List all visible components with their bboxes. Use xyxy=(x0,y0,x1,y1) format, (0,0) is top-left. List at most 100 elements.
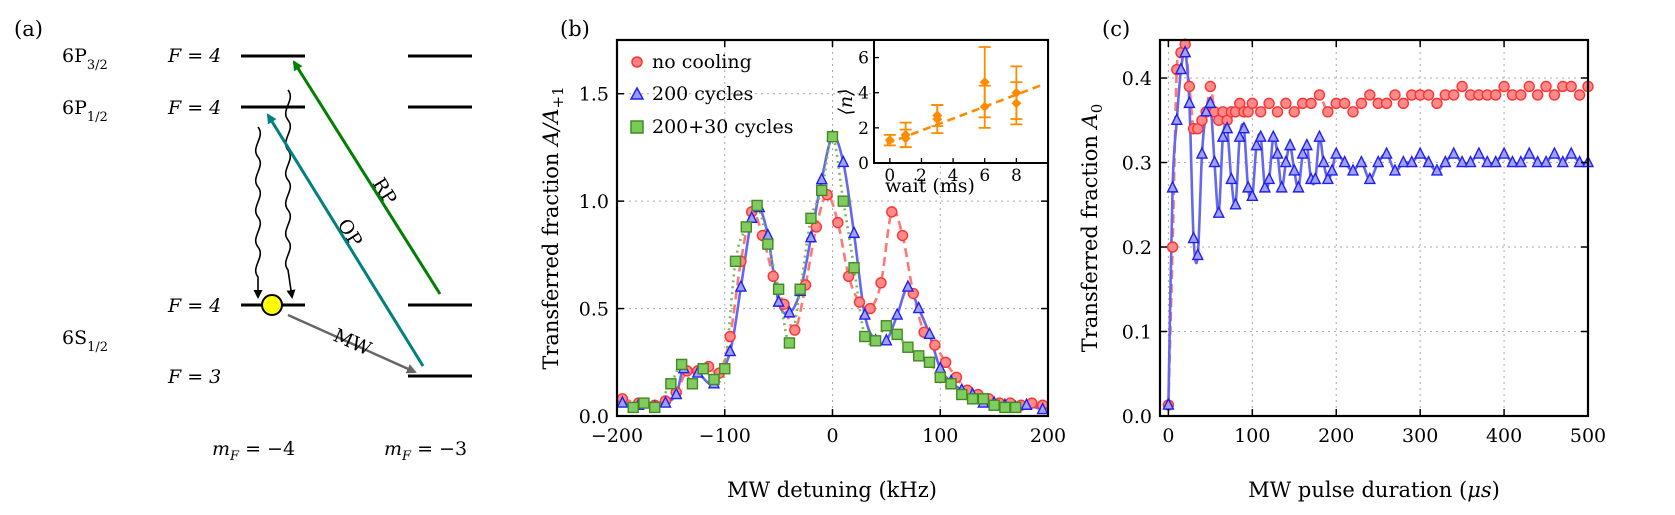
energy-levels xyxy=(241,54,472,378)
data-point-triangle xyxy=(1225,171,1238,185)
data-point-circle xyxy=(1280,97,1292,110)
data-point-triangle xyxy=(724,343,737,357)
data-point-circle xyxy=(1355,97,1368,110)
data-point-square xyxy=(977,393,990,405)
y-tick-label: 0.3 xyxy=(1122,153,1152,175)
data-point-triangle xyxy=(1204,95,1217,109)
data-point-square xyxy=(999,401,1011,414)
data-point-triangle xyxy=(1183,95,1196,109)
data-point-triangle xyxy=(1405,154,1418,168)
data-point-triangle xyxy=(1212,205,1225,218)
inset-background xyxy=(874,40,1048,163)
data-point-triangle xyxy=(1317,154,1330,168)
level-f-6s-upper: F = 4 xyxy=(167,295,221,317)
level-diagram: (a) 6P3/2 F = 4 6P1/2 F = 4 F = 4 6S1/2 … xyxy=(14,17,472,464)
inset-x-tick-label: 6 xyxy=(979,166,990,186)
data-point-circle xyxy=(1364,89,1376,101)
data-point-square xyxy=(880,320,893,332)
data-point-circle xyxy=(1498,80,1510,93)
c-ylabel: Transferred fraction A0 xyxy=(1078,104,1106,353)
data-point-circle xyxy=(1523,80,1535,93)
inset-x-tick-label: 0 xyxy=(884,166,895,186)
data-point-triangle xyxy=(1254,129,1267,142)
data-point-triangle xyxy=(772,294,785,307)
rp-label: RP xyxy=(368,174,401,209)
data-point-triangle xyxy=(1208,154,1221,168)
data-point-triangle xyxy=(1325,163,1339,176)
data-point-triangle xyxy=(1523,146,1536,159)
b-legend: no cooling 200 cycles 200+30 cycles xyxy=(629,51,794,138)
inset-xlabel: wait (ms) xyxy=(885,175,975,197)
data-point-triangle xyxy=(1430,163,1444,176)
x-tick-label: 100 xyxy=(922,425,958,447)
data-point-circle xyxy=(1347,106,1359,118)
b-xlabel: MW detuning (kHz) xyxy=(727,478,937,502)
data-point-circle xyxy=(1540,80,1552,93)
data-point-square xyxy=(934,371,946,384)
data-point-triangle xyxy=(1283,138,1297,151)
legend-marker-no-cooling xyxy=(631,56,643,68)
data-point-triangle xyxy=(891,307,904,320)
data-point-triangle xyxy=(616,395,629,408)
data-point-triangle xyxy=(912,301,925,314)
data-point-triangle xyxy=(1237,121,1251,134)
panel-label-b: (b) xyxy=(560,17,590,41)
inset-point xyxy=(979,77,990,88)
x-tick-label: −200 xyxy=(591,425,643,447)
level-f-6s-lower: F = 3 xyxy=(167,366,221,388)
data-point-square xyxy=(1009,401,1022,414)
data-point-triangle xyxy=(1200,104,1213,117)
level-f-6p32: F = 4 xyxy=(167,45,221,67)
legend-marker-200-cycles xyxy=(629,86,645,100)
data-point-square xyxy=(988,399,1000,411)
data-point-square xyxy=(826,130,839,143)
data-point-triangle xyxy=(1262,171,1276,185)
data-point-square xyxy=(783,337,796,349)
data-point-circle xyxy=(1531,89,1544,101)
data-point-square xyxy=(686,378,699,390)
data-point-circle xyxy=(896,229,909,242)
data-point-triangle xyxy=(1397,154,1410,168)
inset-x-tick-label: 2 xyxy=(916,166,927,186)
op-arrow xyxy=(266,113,425,367)
data-point-triangle xyxy=(923,326,936,340)
y-tick-label: 0.0 xyxy=(579,406,609,428)
inset-x-tick-label: 8 xyxy=(1011,166,1022,186)
data-point-triangle xyxy=(1020,397,1033,410)
data-point-triangle xyxy=(1174,62,1188,75)
data-point-square xyxy=(816,184,828,197)
y-tick-label: 1.0 xyxy=(579,191,609,213)
data-point-circle xyxy=(1456,80,1468,93)
c-xlabel: MW pulse duration (μs) xyxy=(1248,478,1500,502)
data-point-triangle xyxy=(1447,146,1460,159)
data-point-circle xyxy=(1183,80,1196,93)
data-point-square xyxy=(719,363,731,375)
mw-label: MW xyxy=(330,324,375,360)
rp-arrow xyxy=(292,60,442,295)
data-point-circle xyxy=(1515,89,1527,101)
c-ticks: 0 100 200 300 400 500 0.0 0.1 0.2 0.3 0.4 xyxy=(1122,40,1606,447)
c-series xyxy=(1162,38,1595,411)
data-point-circle xyxy=(1305,97,1317,110)
data-point-triangle xyxy=(1036,401,1049,415)
data-point-triangle xyxy=(1241,180,1255,193)
data-point-triangle xyxy=(670,386,683,400)
data-point-triangle xyxy=(1539,154,1553,168)
data-point-triangle xyxy=(880,333,893,346)
data-point-triangle xyxy=(815,172,828,185)
y-tick-label: 1.5 xyxy=(579,84,609,106)
x-tick-label: 100 xyxy=(1234,425,1270,447)
data-point-circle xyxy=(853,296,866,308)
data-point-triangle xyxy=(659,395,672,408)
data-point-circle xyxy=(929,339,941,351)
atom-marker xyxy=(261,294,283,316)
level-f-6p12: F = 4 xyxy=(167,97,221,119)
data-point-circle xyxy=(1389,89,1401,101)
y-tick-label: 0.2 xyxy=(1122,237,1152,259)
data-point-square xyxy=(805,212,817,225)
data-point-triangle xyxy=(1187,230,1200,244)
data-point-square xyxy=(708,373,720,386)
